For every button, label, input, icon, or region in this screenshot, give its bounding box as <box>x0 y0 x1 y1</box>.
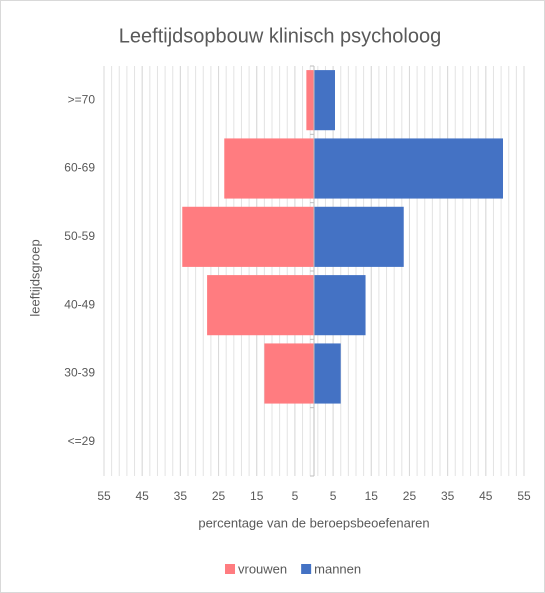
x-tick-label: 45 <box>136 489 150 503</box>
legend-label: vrouwen <box>238 561 287 576</box>
bar <box>224 138 314 199</box>
x-tick-label: 45 <box>479 489 493 503</box>
x-tick-label: 55 <box>97 489 111 503</box>
x-tick-label: 35 <box>441 489 455 503</box>
y-axis-title: leeftijdsgroep <box>27 239 42 316</box>
bar <box>182 206 314 267</box>
x-tick-label: 55 <box>517 489 531 503</box>
x-tick-label: 5 <box>330 489 337 503</box>
x-tick-label: 25 <box>212 489 226 503</box>
y-tick-label: 30-39 <box>64 366 95 380</box>
y-tick-label: <=29 <box>68 434 96 448</box>
y-tick-label: >=70 <box>68 92 96 106</box>
bar <box>207 275 314 336</box>
x-tick-label: 15 <box>250 489 264 503</box>
bar <box>314 206 404 267</box>
bar <box>314 138 503 199</box>
bar <box>264 343 314 404</box>
y-tick-label: 40-49 <box>64 297 95 311</box>
y-tick-label: 50-59 <box>64 229 95 243</box>
legend-label: mannen <box>314 561 361 576</box>
x-axis-title: percentage van de beroepsbeoefenaren <box>198 515 429 530</box>
x-tick-label: 25 <box>403 489 417 503</box>
x-tick-label: 15 <box>365 489 379 503</box>
bar <box>306 70 314 131</box>
chart-title: Leeftijdsopbouw klinisch psycholoog <box>119 25 441 47</box>
bar <box>314 275 366 336</box>
legend-swatch <box>225 564 235 574</box>
bar <box>314 70 335 131</box>
legend-swatch <box>301 564 312 574</box>
bar <box>314 343 341 404</box>
x-tick-label: 5 <box>292 489 299 503</box>
x-tick-label: 35 <box>174 489 188 503</box>
y-tick-label: 60-69 <box>64 161 95 175</box>
